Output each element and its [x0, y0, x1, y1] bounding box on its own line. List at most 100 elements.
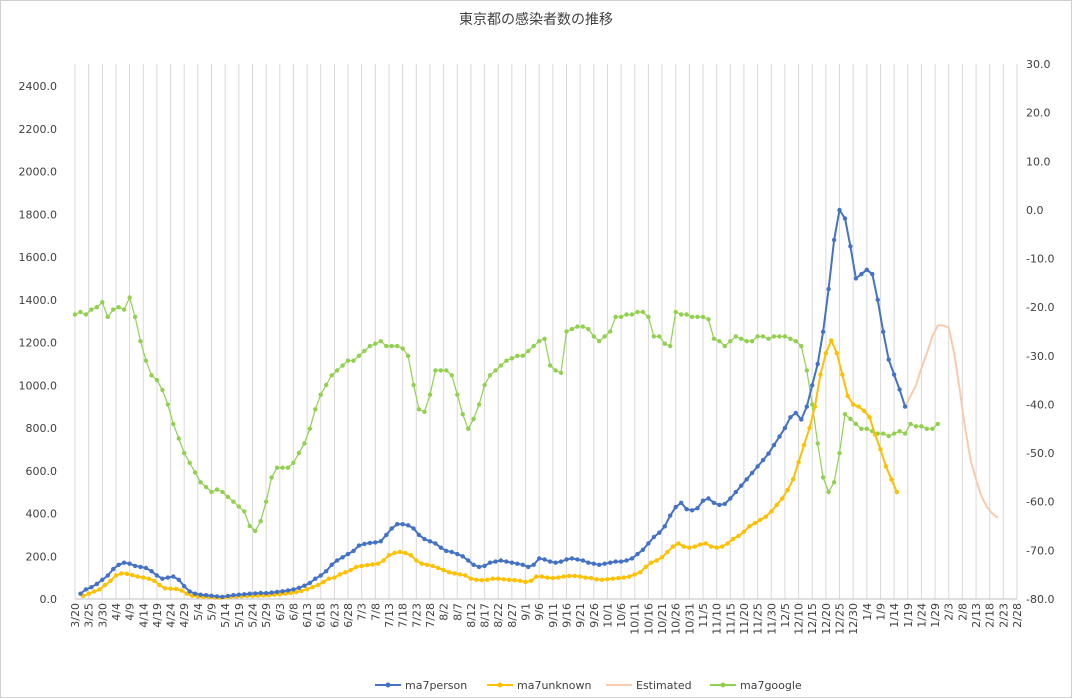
x-tick-label: 9/26	[588, 603, 601, 628]
x-tick-label: 10/31	[683, 603, 696, 635]
data-point-ma7unknown	[818, 372, 823, 377]
data-point-ma7google	[345, 358, 351, 363]
x-tick-label: 9/21	[574, 603, 587, 628]
data-point-ma7person	[881, 329, 886, 334]
data-point-ma7unknown	[512, 578, 517, 583]
data-point-ma7unknown	[861, 408, 867, 414]
data-point-ma7google	[646, 314, 651, 320]
data-point-ma7google	[302, 441, 307, 446]
data-point-ma7google	[853, 421, 859, 427]
data-point-ma7google	[111, 307, 116, 312]
data-point-ma7unknown	[627, 574, 632, 579]
data-point-ma7person	[624, 558, 629, 563]
data-point-ma7person	[94, 581, 100, 587]
data-point-ma7person	[313, 576, 318, 581]
data-point-ma7person	[859, 271, 864, 277]
data-point-ma7google	[389, 343, 394, 349]
data-point-ma7google	[804, 368, 809, 373]
data-point-ma7person	[586, 560, 591, 565]
data-point-ma7google	[384, 343, 389, 349]
data-point-ma7unknown	[490, 576, 495, 581]
data-point-ma7google	[657, 334, 662, 339]
data-point-ma7unknown	[703, 541, 708, 546]
data-point-ma7person	[520, 562, 525, 567]
data-point-ma7person	[668, 513, 673, 518]
data-point-ma7person	[515, 561, 520, 566]
data-point-ma7google	[138, 339, 143, 344]
x-tick-label: 4/4	[110, 603, 123, 621]
data-point-ma7person	[782, 425, 788, 431]
x-tick-label: 7/8	[369, 603, 382, 621]
x-tick-label: 7/23	[410, 603, 423, 628]
data-point-ma7google	[247, 523, 252, 529]
y-right-tick-label: 0.0	[1026, 204, 1044, 217]
data-point-ma7person	[143, 565, 149, 571]
data-point-ma7google	[679, 312, 684, 317]
data-point-ma7google	[143, 358, 149, 363]
data-point-ma7google	[373, 341, 378, 346]
data-point-ma7unknown	[102, 582, 108, 588]
y-left-tick-label: 2000.0	[19, 166, 58, 179]
data-point-ma7google	[176, 436, 181, 441]
data-point-ma7google	[788, 336, 793, 341]
data-point-ma7person	[192, 591, 198, 596]
data-point-ma7unknown	[446, 570, 452, 575]
chart-title: 東京都の感染者数の推移	[459, 11, 613, 28]
data-point-ma7unknown	[348, 567, 353, 573]
data-point-ma7unknown	[774, 502, 779, 508]
data-point-ma7google	[771, 334, 777, 339]
data-point-ma7unknown	[397, 549, 403, 555]
data-point-ma7unknown	[304, 587, 310, 592]
data-point-ma7google	[274, 465, 280, 470]
data-point-ma7unknown	[692, 544, 697, 549]
data-point-ma7unknown	[643, 564, 648, 570]
data-point-ma7person	[416, 532, 422, 538]
data-point-ma7google	[859, 426, 864, 431]
data-point-ma7google	[460, 412, 465, 417]
data-point-ma7unknown	[113, 573, 119, 578]
data-point-ma7person	[422, 536, 427, 542]
data-point-ma7person	[373, 540, 378, 545]
data-point-ma7unknown	[676, 541, 681, 546]
data-point-ma7google	[597, 339, 602, 344]
x-tick-label: 10/21	[656, 603, 669, 635]
x-tick-label: 7/3	[356, 603, 369, 621]
x-tick-label: 5/24	[246, 603, 259, 628]
data-point-ma7person	[105, 573, 111, 578]
y-left-tick-label: 1200.0	[19, 337, 58, 350]
data-point-ma7person	[837, 207, 842, 213]
data-point-ma7google	[493, 368, 498, 373]
data-point-ma7person	[351, 548, 356, 554]
y-right-tick-label: -40.0	[1026, 398, 1054, 411]
x-tick-label: 8/27	[506, 603, 519, 628]
data-point-ma7google	[225, 494, 231, 500]
legend-marker-ma7person	[385, 682, 391, 688]
data-point-ma7unknown	[130, 572, 135, 578]
data-point-ma7google	[438, 368, 444, 373]
data-point-ma7person	[476, 564, 482, 570]
data-point-ma7google	[171, 421, 176, 427]
data-point-ma7unknown	[152, 578, 157, 583]
data-point-ma7unknown	[332, 575, 337, 580]
data-point-ma7person	[340, 555, 345, 560]
data-point-ma7google	[83, 312, 89, 317]
data-point-ma7google	[913, 424, 919, 429]
legend: ma7person ma7unknown Estimated ma7google	[375, 679, 802, 692]
data-point-ma7unknown	[381, 558, 386, 563]
data-point-ma7unknown	[108, 578, 113, 583]
data-point-ma7unknown	[539, 574, 545, 579]
data-point-ma7google	[586, 326, 591, 332]
data-point-ma7google	[728, 339, 733, 344]
data-point-ma7person	[83, 587, 89, 592]
x-tick-label: 4/14	[137, 603, 150, 628]
data-point-ma7person	[231, 593, 236, 598]
data-point-ma7google	[116, 305, 121, 310]
x-tick-label: 12/30	[847, 603, 860, 635]
x-tick-label: 2/18	[984, 603, 997, 628]
data-point-ma7unknown	[878, 447, 883, 452]
data-point-ma7google	[285, 465, 291, 470]
y-left-tick-label: 600.0	[26, 465, 58, 478]
data-point-ma7google	[793, 339, 798, 344]
data-point-ma7unknown	[91, 589, 97, 594]
data-point-ma7person	[400, 522, 405, 527]
